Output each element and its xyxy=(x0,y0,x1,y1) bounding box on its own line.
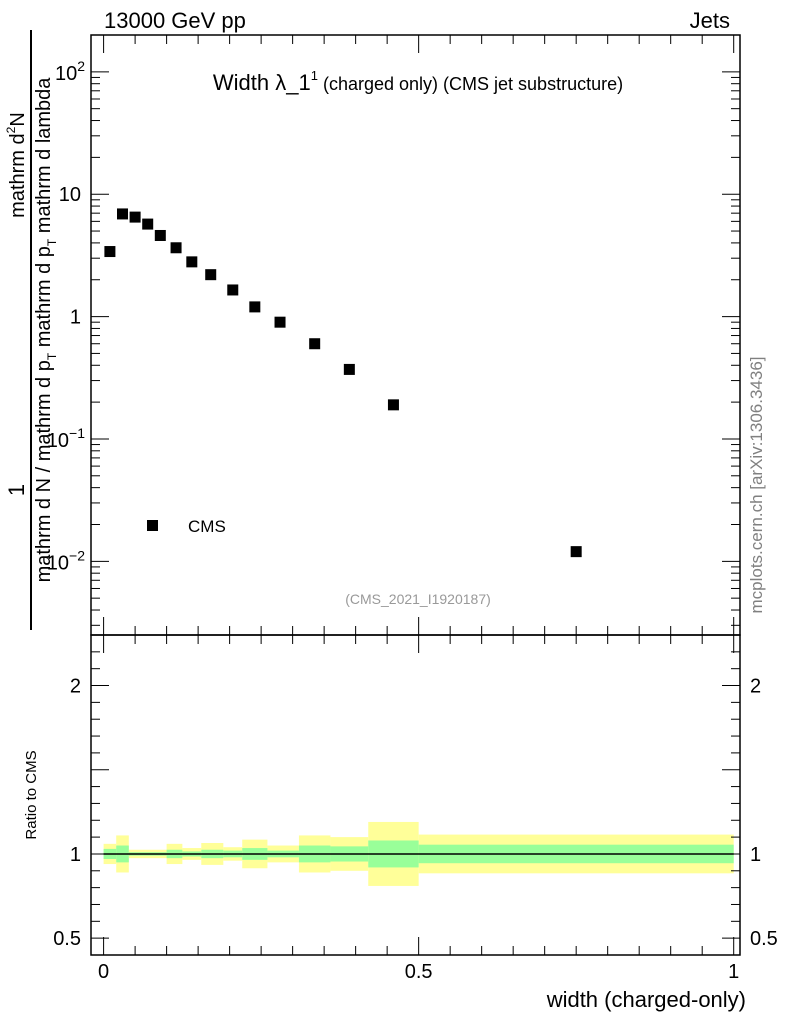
main-y-label-denominator: mathrm d N / mathrm d pT mathrm d pT mat… xyxy=(33,77,59,583)
data-point xyxy=(343,363,355,375)
ratio-y-ticks: 2 2 1 1 0.5 0.5 xyxy=(53,651,778,950)
main-y-label-num-part2: N xyxy=(7,112,29,126)
x-tick-label: 0 xyxy=(98,961,109,983)
energy-label: 13000 GeV pp xyxy=(104,8,246,33)
main-y-label-den-part1: mathrm d N / mathrm d p xyxy=(33,360,55,582)
data-point xyxy=(142,218,154,230)
data-point xyxy=(227,284,239,296)
main-title-symbol: λ_1 xyxy=(275,70,310,95)
data-point xyxy=(309,338,321,350)
x-tick-label: 0.5 xyxy=(405,961,433,983)
main-y-ticks: 102 10 1 10−1 10−2 xyxy=(47,34,740,626)
main-y-tick-label: 10 xyxy=(59,184,81,206)
analysis-annotation: (CMS_2021_I1920187) xyxy=(345,591,491,607)
main-y-tick-label: 1 xyxy=(70,307,81,329)
main-title-prefix: Width xyxy=(213,70,275,95)
data-point xyxy=(186,256,198,268)
data-point xyxy=(205,269,217,281)
data-point xyxy=(129,211,141,223)
main-y-label-den-sub1: T xyxy=(45,352,59,360)
main-y-label-den-part2: mathrm d p xyxy=(33,246,55,353)
process-label: Jets xyxy=(690,8,730,33)
data-point xyxy=(249,301,261,313)
main-y-label: 1 mathrm d2N mathrm d N / mathrm d pT ma… xyxy=(4,30,59,630)
main-title-suffix: (charged only) (CMS jet substructure) xyxy=(318,74,623,94)
main-data-points xyxy=(104,208,582,558)
data-point xyxy=(274,316,286,328)
ratio-y-tick-label-left: 0.5 xyxy=(53,928,81,950)
data-point xyxy=(117,208,129,220)
main-y-tick-label: 10−2 xyxy=(47,547,85,574)
main-y-tick-label: 10−1 xyxy=(47,425,85,452)
data-point xyxy=(154,229,166,241)
ratio-panel-frame xyxy=(90,634,741,956)
legend-marker-cms xyxy=(147,520,158,531)
legend-label-cms: CMS xyxy=(188,517,226,536)
data-point xyxy=(387,399,399,411)
main-y-label-numerator: mathrm d2N xyxy=(4,112,29,218)
data-point xyxy=(170,242,182,254)
x-ticks: 0 0.5 1 xyxy=(98,35,739,983)
legend: CMS xyxy=(147,517,226,536)
ratio-y-tick-label-right: 0.5 xyxy=(750,928,778,950)
main-y-tick-label: 102 xyxy=(55,58,85,85)
main-panel-frame xyxy=(90,34,741,636)
data-point xyxy=(570,546,582,558)
main-y-label-numerator-one: 1 xyxy=(4,484,29,496)
main-y-label-den-sub2: T xyxy=(45,238,59,246)
main-title: Width λ_11 (charged only) (CMS jet subst… xyxy=(213,68,623,95)
ratio-y-label: Ratio to CMS xyxy=(23,750,40,839)
ratio-y-tick-label-right: 2 xyxy=(750,676,761,698)
ratio-y-tick-label-left: 2 xyxy=(70,676,81,698)
side-label: mcplots.cern.ch [arXiv:1306.3436] xyxy=(747,356,766,613)
main-title-superscript: 1 xyxy=(311,68,318,83)
x-tick-label: 1 xyxy=(728,961,739,983)
ratio-y-tick-label-left: 1 xyxy=(70,844,81,866)
main-y-label-num-part1: mathrm d xyxy=(7,133,29,217)
main-y-label-num-sup: 2 xyxy=(4,126,18,133)
ratio-y-tick-label-right: 1 xyxy=(750,844,761,866)
data-point xyxy=(104,246,116,258)
x-axis-label: width (charged-only) xyxy=(546,987,746,1012)
main-y-label-den-part3: mathrm d lambda xyxy=(33,77,55,239)
